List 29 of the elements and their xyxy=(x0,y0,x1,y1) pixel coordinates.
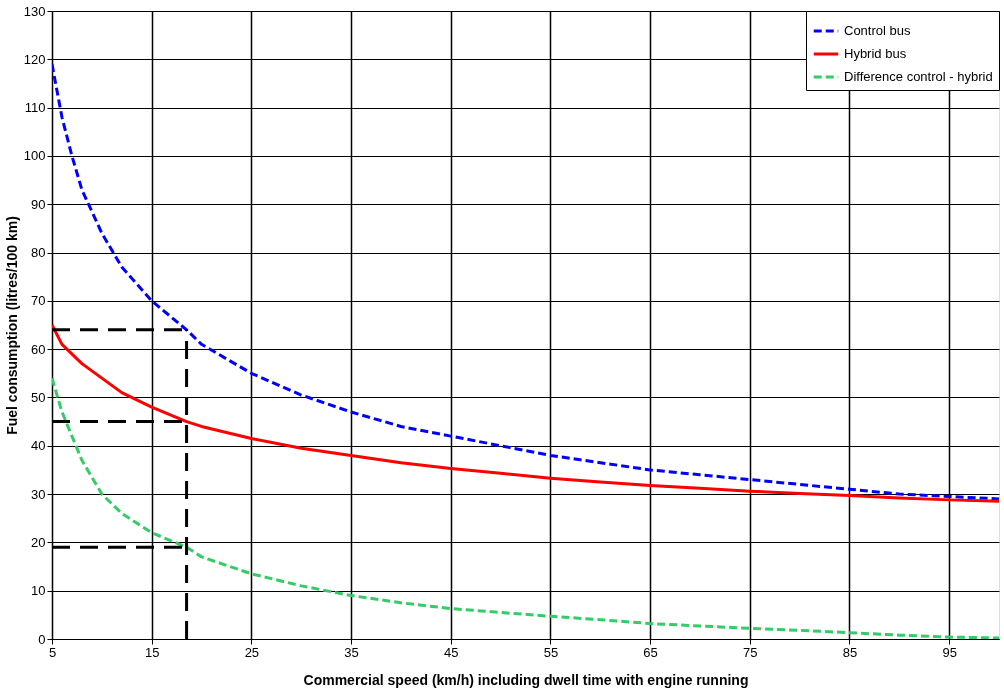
y-tick-label: 130 xyxy=(23,3,46,19)
legend-label: Difference control - hybrid xyxy=(844,69,993,84)
x-tick-label: 85 xyxy=(842,644,858,660)
x-tick-label: 15 xyxy=(144,644,160,660)
legend-label: Control bus xyxy=(844,23,911,38)
x-tick-label: 75 xyxy=(743,644,758,660)
y-tick-label: 50 xyxy=(31,389,46,405)
y-tick-label: 0 xyxy=(38,631,46,647)
x-tick-label: 5 xyxy=(48,644,57,660)
x-tick-label: 55 xyxy=(543,644,559,660)
legend-label: Hybrid bus xyxy=(844,46,907,61)
x-tick-label: 95 xyxy=(942,644,957,660)
y-tick-label: 40 xyxy=(31,438,46,454)
y-tick-label: 70 xyxy=(31,293,46,309)
y-tick-label: 60 xyxy=(31,341,46,357)
x-axis-title: Commercial speed (km/h) including dwell time with engine running xyxy=(303,671,749,688)
y-tick-label: 20 xyxy=(31,534,46,550)
y-tick-label: 110 xyxy=(24,100,46,116)
y-tick-label: 80 xyxy=(31,245,46,261)
y-tick-label: 120 xyxy=(23,51,46,67)
x-tick-label: 35 xyxy=(344,644,359,660)
y-tick-label: 90 xyxy=(31,196,46,212)
y-axis-title: Fuel consumption (litres/100 km) xyxy=(3,216,20,435)
y-tick-label: 100 xyxy=(23,148,46,164)
x-tick-label: 25 xyxy=(244,644,260,660)
y-tick-label: 10 xyxy=(31,583,46,599)
y-tick-label: 30 xyxy=(31,486,46,502)
x-tick-label: 65 xyxy=(643,644,658,660)
x-tick-label: 45 xyxy=(444,644,459,660)
